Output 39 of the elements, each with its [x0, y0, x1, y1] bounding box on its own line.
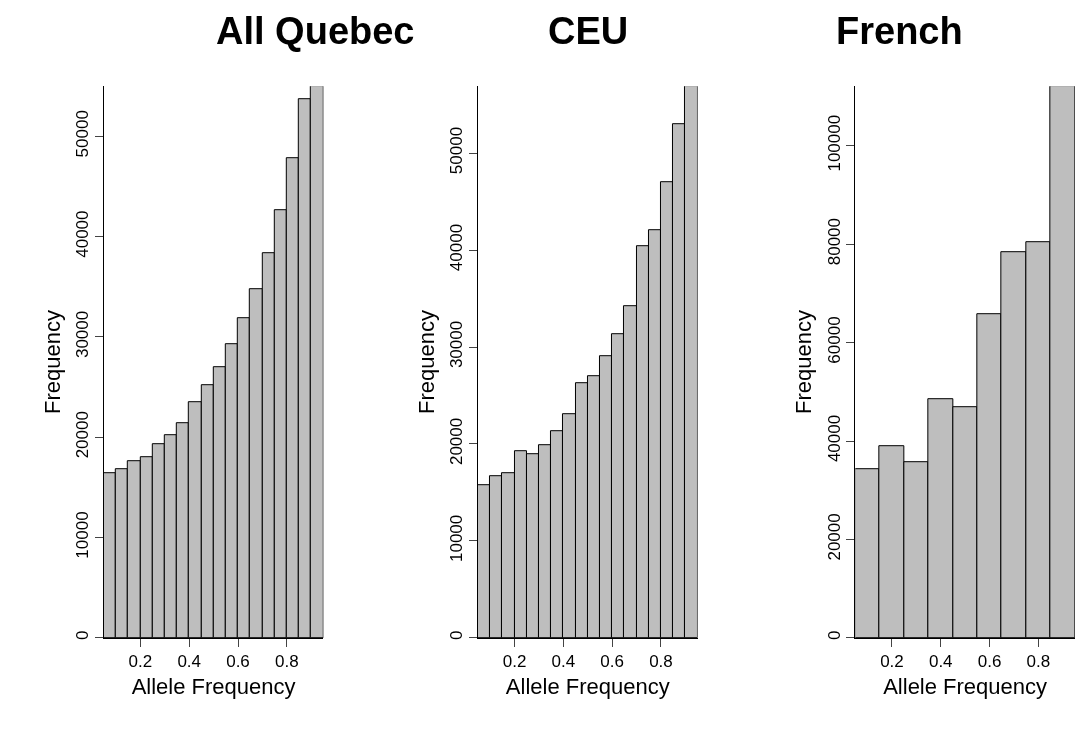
- chart-title: French: [836, 10, 963, 52]
- y-tick-label: 20000: [73, 411, 93, 459]
- y-tick-label: 40000: [447, 223, 467, 272]
- y-tick-label: 80000: [824, 217, 844, 266]
- x-tick-label: 0.8: [274, 652, 299, 672]
- x-tick-label: 0.2: [880, 652, 904, 672]
- x-tick-label: 0.4: [928, 652, 953, 672]
- x-tick-label: 0.4: [177, 652, 202, 672]
- y-tick-label: 50000: [73, 110, 93, 158]
- y-axis-title: Frequency: [39, 310, 65, 415]
- y-tick-label: 20000: [447, 417, 467, 466]
- x-axis-title: Allele Frequency: [505, 674, 670, 700]
- x-axis-title: Allele Frequency: [131, 674, 296, 700]
- y-tick-label: 100000: [824, 114, 844, 172]
- x-tick-label: 0.2: [502, 652, 527, 672]
- x-tick-label: 0.8: [1026, 652, 1051, 672]
- x-tick-label: 0.6: [977, 652, 1002, 672]
- x-axis-title: Allele Frequency: [883, 674, 1048, 700]
- y-axis-title: Frequency: [413, 310, 439, 415]
- x-tick-label: 0.8: [649, 652, 673, 672]
- y-tick-label: 10000: [73, 511, 93, 559]
- chart-title: CEU: [548, 10, 629, 52]
- chart-title: All Quebec: [216, 10, 415, 52]
- y-tick-label: 40000: [824, 414, 844, 463]
- y-tick-label: 30000: [73, 310, 93, 359]
- y-tick-label: 0: [824, 630, 844, 641]
- x-tick-label: 0.2: [128, 652, 153, 672]
- y-tick-label: 0: [447, 630, 467, 641]
- y-tick-label: 20000: [824, 513, 844, 561]
- y-tick-label: 0: [73, 630, 93, 641]
- y-tick-label: 10000: [447, 514, 467, 563]
- x-tick-label: 0.6: [600, 652, 624, 672]
- x-tick-label: 0.6: [226, 652, 250, 672]
- y-tick-label: 60000: [824, 316, 844, 364]
- y-axis-title: Frequency: [791, 310, 817, 415]
- y-tick-label: 40000: [73, 210, 93, 258]
- x-tick-label: 0.4: [551, 652, 576, 672]
- y-tick-label: 30000: [447, 320, 467, 369]
- y-tick-label: 50000: [447, 126, 467, 175]
